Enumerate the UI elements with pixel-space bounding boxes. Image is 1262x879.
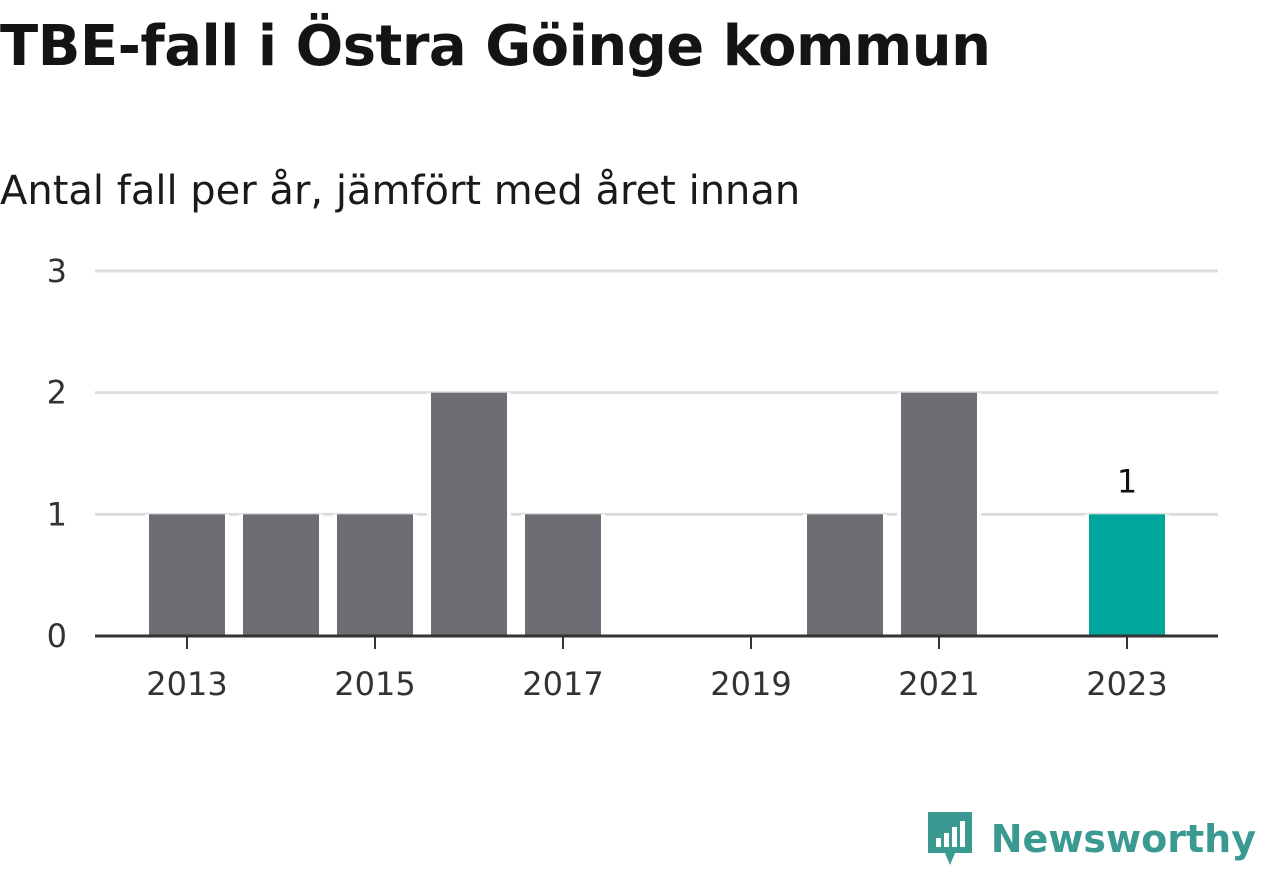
chart-subtitle: Antal fall per år, jämfört med året inna… [0,168,801,214]
highlight-value-label: 1 [1117,462,1137,500]
newsworthy-brand: Newsworthy [925,809,1256,869]
bar-2013 [149,514,225,636]
bar-2020 [807,514,883,636]
x-tick-label: 2019 [710,665,791,703]
brand-name: Newsworthy [990,817,1256,861]
gridlines [95,269,1218,516]
bar-2021 [901,392,977,636]
x-axis-labels: 2013 2015 2017 2019 2021 2023 [146,665,1167,703]
x-tick-label: 2023 [1086,665,1167,703]
data-labels: 1 [1117,462,1137,500]
bar-2023 [1089,514,1165,636]
x-axis [95,634,1218,649]
bars [145,392,1169,636]
bar-2015 [337,514,413,636]
bar-2017 [525,514,601,636]
bar-2016 [431,392,507,636]
y-axis-labels: 0 1 2 3 [47,252,67,655]
chart-title: TBE-fall i Östra Göinge kommun [0,14,991,79]
x-tick-label: 2017 [522,665,603,703]
y-tick-label: 3 [47,252,67,290]
x-tick-label: 2021 [898,665,979,703]
bar-2014 [243,514,319,636]
newsworthy-logo-icon [927,812,972,865]
y-tick-label: 0 [47,617,67,655]
x-tick-label: 2015 [334,665,415,703]
y-tick-label: 2 [47,374,67,412]
x-tick-label: 2013 [146,665,227,703]
y-tick-label: 1 [47,495,67,533]
